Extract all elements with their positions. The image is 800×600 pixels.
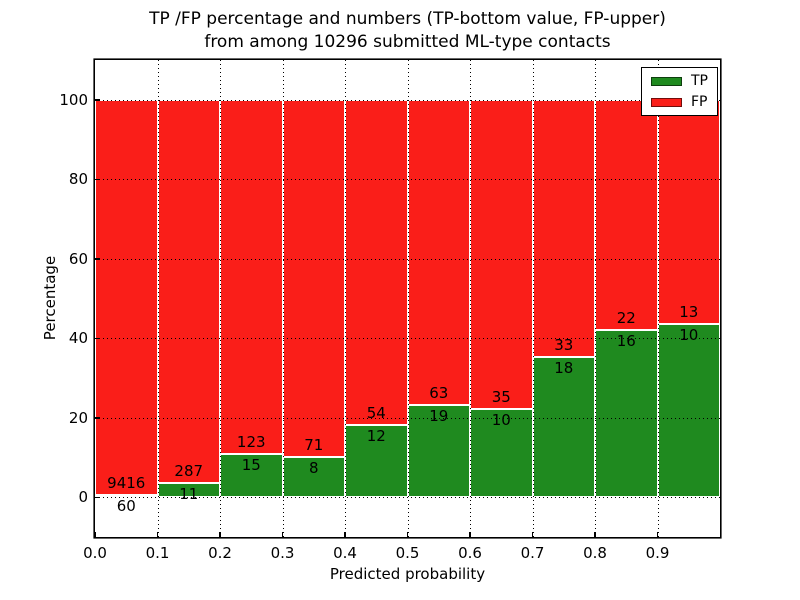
tp-count-label: 19 (429, 407, 449, 426)
bar-segment-tp (532, 356, 595, 498)
x-tick (656, 532, 659, 537)
fp-count-label: 33 (554, 335, 574, 354)
y-tick (95, 417, 100, 419)
fp-count-label: 9416 (107, 473, 146, 492)
y-tick (95, 496, 100, 498)
bar-number-labels-layer: 9416 60 287 11 123 15 71 8 54 12 63 19 35 10 33 18 22 16 1… (95, 60, 720, 537)
x-tick-label: 0.6 (458, 544, 482, 562)
bar-segment-tp (407, 405, 470, 498)
x-gridline (470, 60, 471, 537)
fp-count-label: 71 (304, 435, 324, 454)
tp-count-label: 12 (366, 426, 386, 445)
bar-segment-fp (95, 99, 158, 495)
y-tick (95, 178, 100, 180)
fp-count-label: 13 (679, 303, 699, 322)
x-tick-label: 0.4 (333, 544, 357, 562)
x-tick-label: 0.3 (270, 544, 295, 562)
x-tick (219, 532, 221, 537)
x-tick (406, 532, 409, 537)
y-tick-label: 20 (68, 408, 88, 427)
bar-segment-tp (595, 329, 658, 498)
y-tick-label: 100 (59, 90, 88, 109)
tp-count-label: 60 (116, 496, 136, 515)
fp-count-label: 123 (236, 433, 266, 452)
bar-segment-tp (95, 494, 158, 498)
chart-title-line1: TP /FP percentage and numbers (TP-bottom… (149, 9, 666, 29)
x-tick-label: 0.2 (208, 544, 232, 562)
fp-count-label: 54 (366, 403, 386, 422)
x-gridline (595, 60, 596, 537)
bars-layer (95, 60, 720, 537)
plot-area: 9416 60 287 11 123 15 71 8 54 12 63 19 35 10 33 18 22 16 1… (94, 60, 720, 537)
tp-count-label: 10 (491, 410, 511, 429)
chart-title-line2: from among 10296 submitted ML-type conta… (204, 32, 611, 52)
y-tick-label: 0 (78, 488, 88, 507)
tp-count-label: 10 (679, 326, 699, 345)
x-gridline (532, 60, 534, 537)
fp-count-label: 35 (491, 387, 511, 406)
tp-count-label: 15 (241, 456, 261, 475)
x-gridline (157, 60, 159, 537)
grid-layer (95, 60, 720, 537)
x-tick (156, 532, 159, 537)
x-tick-label: 0.7 (520, 544, 545, 562)
x-gridline (345, 60, 346, 537)
fp-count-label: 22 (616, 308, 636, 327)
tp-count-label: 18 (554, 358, 574, 377)
x-tick-label: 0.0 (83, 544, 107, 562)
x-gridline (657, 60, 659, 537)
legend-swatch-fp (651, 97, 682, 107)
fp-count-label: 63 (429, 384, 449, 403)
x-gridline (282, 60, 284, 537)
legend-label-tp: TP (691, 73, 708, 89)
bar-segment-fp (407, 99, 470, 406)
x-tick (531, 532, 534, 537)
bar-segment-tp (657, 324, 720, 498)
fp-count-label: 287 (174, 461, 204, 480)
bar-segment-tp (470, 408, 533, 498)
y-tick-label: 60 (68, 249, 88, 268)
legend-entry-fp: FP (651, 95, 708, 109)
legend: TP FP (641, 67, 718, 116)
x-tick-label: 0.1 (145, 544, 170, 562)
y-axis-title: Percentage (41, 255, 59, 341)
x-tick (469, 532, 471, 537)
bar-segment-fp (657, 99, 720, 325)
legend-entry-tp: TP (651, 74, 708, 88)
bar-segment-tp (345, 424, 408, 498)
x-tick-label: 0.9 (645, 544, 670, 562)
tp-count-label: 11 (179, 484, 199, 503)
y-tick-label: 80 (68, 170, 88, 189)
chart-title: TP /FP percentage and numbers (TP-bottom… (95, 8, 720, 54)
x-tick (344, 532, 346, 537)
y-tick (95, 258, 100, 260)
x-tick (594, 532, 596, 537)
x-gridline (407, 60, 409, 537)
legend-swatch-tp (651, 76, 682, 86)
bar-segment-fp (595, 99, 658, 330)
x-tick (281, 532, 284, 537)
tp-count-label: 16 (616, 331, 636, 350)
legend-label-fp: FP (691, 94, 708, 110)
y-tick-label: 40 (68, 329, 88, 348)
x-axis-title: Predicted probability (329, 565, 486, 583)
y-tick (95, 337, 100, 339)
tp-count-label: 8 (308, 458, 319, 477)
bar-segment-fp (532, 99, 595, 357)
x-tick-label: 0.8 (583, 544, 607, 562)
ticks-layer (94, 60, 720, 537)
x-tick-label: 0.5 (395, 544, 420, 562)
y-tick (95, 99, 100, 101)
x-tick (94, 532, 96, 537)
x-gridline (220, 60, 221, 537)
